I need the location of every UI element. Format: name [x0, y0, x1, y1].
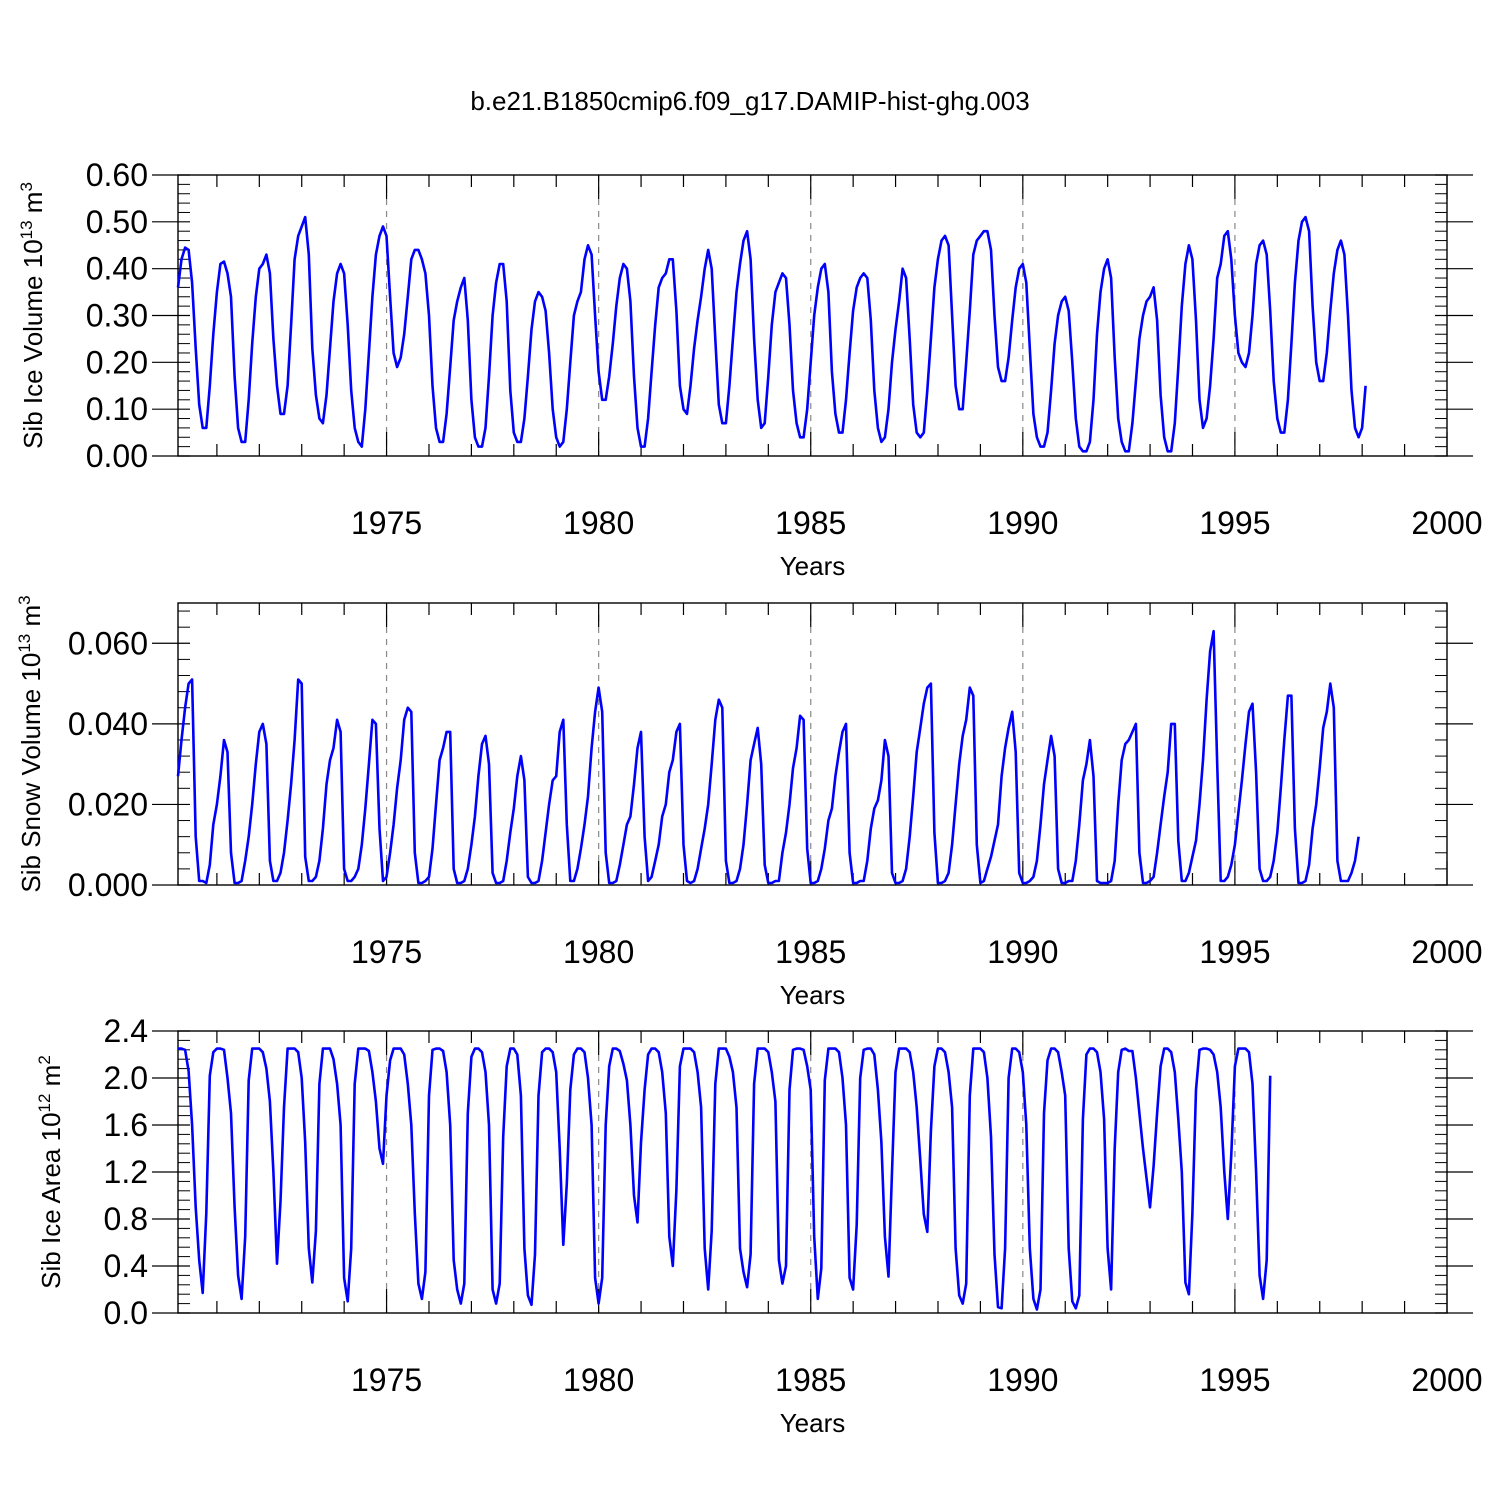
y-axis-label: Sib Ice Volume 1013 m3 [17, 182, 48, 449]
y-tick-label: 0.060 [68, 625, 148, 661]
x-tick-label: 2000 [1411, 934, 1482, 970]
plot-frame [177, 1030, 1448, 1314]
y-tick-label: 0.00 [86, 438, 148, 474]
x-tick-label: 1985 [775, 505, 846, 541]
y-tick-label: 0.40 [86, 251, 148, 287]
panel-snow-volume: 0.000 0.020 0.040 0.060 1975 1980 1985 1990 1995… [15, 595, 1483, 1010]
x-tick-label: 1975 [351, 1362, 422, 1398]
y-tick-label: 2.0 [104, 1060, 148, 1096]
x-tick-label: 1985 [775, 934, 846, 970]
x-tick-label: 1975 [351, 934, 422, 970]
x-axis-label: Years [780, 980, 846, 1010]
x-tick-label: 1990 [987, 934, 1058, 970]
panel-ice-volume: 0.00 0.10 0.20 0.30 0.40 0.50 0.60 1975 1980 1985… [17, 157, 1483, 581]
x-tick-label: 1980 [563, 934, 634, 970]
x-tick-label: 2000 [1411, 505, 1482, 541]
y-axis-label: Sib Snow Volume 1013 m3 [15, 595, 46, 892]
x-tick-label: 1995 [1199, 934, 1270, 970]
panel-ice-area: 0.0 0.4 0.8 1.2 1.6 2.0 2.4 1975 1980 1985 1990 199… [35, 1013, 1483, 1438]
y-tick-label: 0.50 [86, 204, 148, 240]
y-tick-label: 0.040 [68, 706, 148, 742]
y-tick-label: 2.4 [104, 1013, 148, 1049]
y-tick-label: 0.8 [104, 1201, 148, 1237]
x-tick-label: 1980 [563, 1362, 634, 1398]
x-tick-label: 1995 [1199, 505, 1270, 541]
x-axis-label: Years [780, 1408, 846, 1438]
series-line [176, 629, 1360, 885]
series-line [176, 215, 1367, 453]
y-tick-label: 0.4 [104, 1248, 148, 1284]
y-tick-label: 1.6 [104, 1107, 148, 1143]
y-tick-label: 0.60 [86, 157, 148, 193]
x-tick-label: 1995 [1199, 1362, 1270, 1398]
y-tick-label: 0.020 [68, 786, 148, 822]
x-tick-label: 1990 [987, 505, 1058, 541]
x-axis-label: Years [780, 551, 846, 581]
x-tick-label: 1980 [563, 505, 634, 541]
y-axis-label: Sib Ice Area 1012 m2 [35, 1055, 66, 1289]
figure-title: b.e21.B1850cmip6.f09_g17.DAMIP-hist-ghg.… [470, 86, 1029, 116]
plot-frame [177, 602, 1448, 886]
series-line [178, 1047, 1272, 1311]
y-tick-label: 0.10 [86, 391, 148, 427]
y-tick-label: 1.2 [104, 1154, 148, 1190]
y-tick-label: 0.20 [86, 344, 148, 380]
x-tick-label: 2000 [1411, 1362, 1482, 1398]
y-tick-label: 0.000 [68, 867, 148, 903]
y-tick-label: 0.30 [86, 298, 148, 334]
y-tick-label: 0.0 [104, 1295, 148, 1331]
x-tick-label: 1975 [351, 505, 422, 541]
x-tick-label: 1985 [775, 1362, 846, 1398]
x-tick-label: 1990 [987, 1362, 1058, 1398]
plot-frame [177, 174, 1448, 457]
